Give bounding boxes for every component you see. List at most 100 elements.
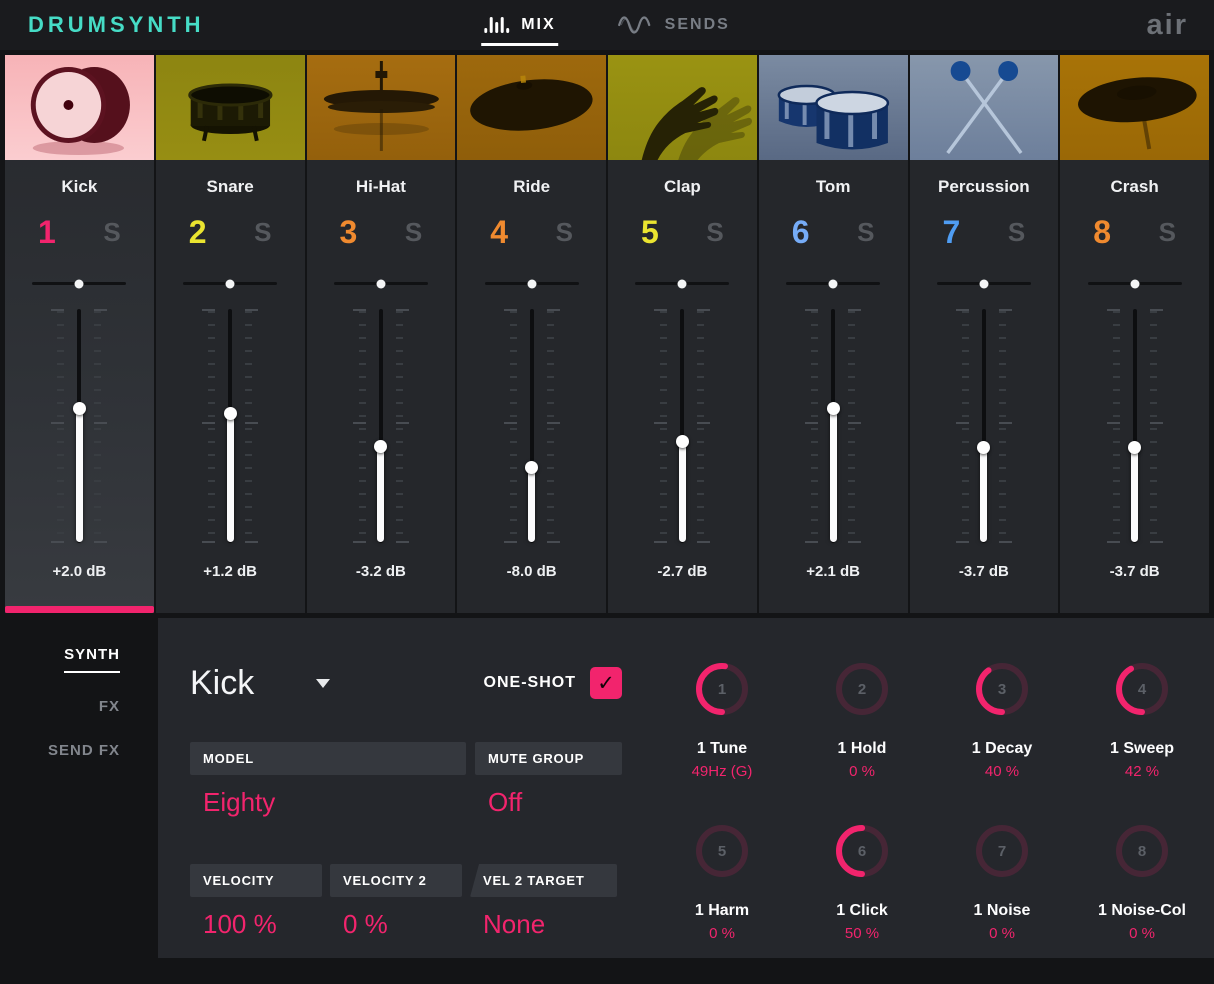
- fader-handle[interactable]: [525, 460, 539, 474]
- channel-strip-percussion[interactable]: Percussion 7 S -3.7 dB: [909, 55, 1059, 613]
- channel-art[interactable]: [5, 55, 154, 160]
- knob-dial[interactable]: 7: [973, 822, 1031, 880]
- pan-slider-handle[interactable]: [979, 279, 989, 288]
- fader-db-value: -2.7 dB: [657, 563, 708, 580]
- solo-button[interactable]: S: [404, 216, 423, 247]
- channel-number[interactable]: 6: [791, 213, 810, 250]
- channel-strip-tom[interactable]: Tom 6 S +2.1 dB: [758, 55, 908, 613]
- volume-fader[interactable]: [1103, 309, 1167, 543]
- parameter-value[interactable]: 0 %: [343, 909, 388, 939]
- fader-fill: [980, 447, 988, 542]
- volume-fader[interactable]: [198, 309, 262, 543]
- fader-handle[interactable]: [977, 441, 991, 455]
- one-shot-checkbox[interactable]: ✓: [590, 667, 622, 699]
- pan-slider[interactable]: [635, 279, 730, 288]
- solo-button[interactable]: S: [1007, 216, 1026, 247]
- pan-slider[interactable]: [333, 279, 428, 288]
- knob-dial[interactable]: 8: [1113, 822, 1171, 880]
- fader-fill: [1131, 447, 1139, 542]
- volume-fader[interactable]: [500, 309, 564, 543]
- channel-strip-hi-hat[interactable]: Hi-Hat 3 S -3.2 dB: [306, 55, 456, 613]
- sidebar-item-send-fx[interactable]: SEND FX: [47, 742, 120, 759]
- channel-number[interactable]: 5: [641, 213, 659, 250]
- pan-slider-handle[interactable]: [677, 279, 687, 288]
- fader-db-value: -3.2 dB: [355, 563, 406, 580]
- channel-art[interactable]: [155, 55, 305, 160]
- channel-strip-snare[interactable]: Snare 2 S +1.2 dB: [155, 55, 305, 613]
- solo-button[interactable]: S: [1158, 216, 1176, 247]
- tab-sends[interactable]: SENDS: [618, 0, 730, 50]
- channel-art[interactable]: [306, 55, 456, 160]
- pan-slider[interactable]: [786, 279, 881, 288]
- knob-dial[interactable]: 5: [693, 822, 751, 880]
- fader-db-value: +2.1 dB: [806, 563, 861, 580]
- pan-slider[interactable]: [32, 279, 127, 288]
- pan-slider-handle[interactable]: [376, 279, 386, 288]
- volume-fader[interactable]: [349, 309, 413, 543]
- kick-art-icon: [30, 67, 130, 155]
- knob-dial[interactable]: 1: [693, 660, 751, 718]
- macro-knob-4: 4 1 Sweep 42 %: [1072, 660, 1212, 822]
- channel-art[interactable]: [608, 55, 757, 160]
- knob-number: 8: [1138, 843, 1146, 860]
- knob-number: 3: [998, 681, 1006, 698]
- parameter-value[interactable]: None: [483, 909, 546, 939]
- chevron-down-icon[interactable]: [316, 678, 331, 688]
- channel-number[interactable]: 4: [490, 213, 509, 250]
- fader-handle[interactable]: [223, 407, 237, 421]
- editor-section: SYNTH FX SEND FX Kick ONE-SHOT ✓ MODEL Eig…: [0, 613, 1214, 973]
- solo-button[interactable]: S: [706, 216, 724, 247]
- fader-handle[interactable]: [1128, 441, 1142, 455]
- channel-number[interactable]: 8: [1093, 213, 1112, 250]
- channel-strip-ride[interactable]: Ride 4 S -8.0 dB: [457, 55, 606, 613]
- channel-art[interactable]: [1060, 55, 1209, 160]
- channel-art[interactable]: [758, 55, 908, 160]
- volume-fader[interactable]: [952, 309, 1016, 543]
- checkmark-icon: ✓: [597, 671, 615, 695]
- channel-art[interactable]: [457, 55, 606, 160]
- knob-dial[interactable]: 2: [833, 660, 891, 718]
- knob-dial[interactable]: 6: [833, 822, 891, 880]
- pan-slider-handle[interactable]: [74, 279, 84, 288]
- volume-fader[interactable]: [47, 309, 111, 543]
- pan-slider[interactable]: [484, 279, 579, 288]
- sidebar-item-fx[interactable]: FX: [98, 698, 120, 715]
- fader-handle[interactable]: [826, 402, 840, 416]
- one-shot-label: ONE-SHOT: [483, 674, 576, 691]
- pan-slider-handle[interactable]: [225, 279, 235, 288]
- solo-button[interactable]: S: [103, 216, 121, 247]
- channel-art[interactable]: [909, 55, 1059, 160]
- channel-number[interactable]: 3: [339, 213, 358, 250]
- solo-button[interactable]: S: [555, 216, 573, 247]
- pan-slider-handle[interactable]: [828, 279, 838, 288]
- knob-dial[interactable]: 3: [973, 660, 1031, 718]
- solo-button[interactable]: S: [254, 216, 272, 247]
- knob-dial[interactable]: 4: [1113, 660, 1171, 718]
- channel-name: Percussion: [938, 177, 1030, 196]
- volume-fader[interactable]: [650, 309, 714, 543]
- pan-slider[interactable]: [936, 279, 1031, 288]
- channel-number[interactable]: 2: [188, 213, 207, 250]
- pan-slider-handle[interactable]: [527, 279, 537, 288]
- channel-strip-clap[interactable]: Clap 5 S -2.7 dB: [608, 55, 757, 613]
- solo-button[interactable]: S: [857, 216, 875, 247]
- knob-number: 2: [858, 681, 866, 698]
- fader-handle[interactable]: [374, 439, 388, 453]
- parameter-value[interactable]: 100 %: [203, 909, 277, 939]
- fader-handle[interactable]: [675, 435, 689, 449]
- channel-number[interactable]: 7: [942, 213, 961, 250]
- instrument-selector[interactable]: Kick: [190, 663, 255, 702]
- volume-fader[interactable]: [801, 309, 865, 543]
- parameter-value[interactable]: Off: [488, 787, 523, 817]
- channel-number[interactable]: 1: [38, 213, 56, 250]
- channel-strip-crash[interactable]: Crash 8 S -3.7 dB: [1060, 55, 1209, 613]
- parameter-value[interactable]: Eighty: [203, 787, 276, 817]
- pan-slider[interactable]: [183, 279, 278, 288]
- pan-slider-handle[interactable]: [1130, 279, 1140, 288]
- knob-label: 1 Click: [836, 902, 888, 919]
- tab-mix[interactable]: MIX: [481, 0, 560, 50]
- channel-strip-kick[interactable]: Kick 1 S +2.0 dB: [5, 55, 154, 613]
- pan-slider[interactable]: [1087, 279, 1182, 288]
- fader-handle[interactable]: [72, 402, 86, 416]
- sidebar-item-synth[interactable]: SYNTH: [64, 645, 120, 673]
